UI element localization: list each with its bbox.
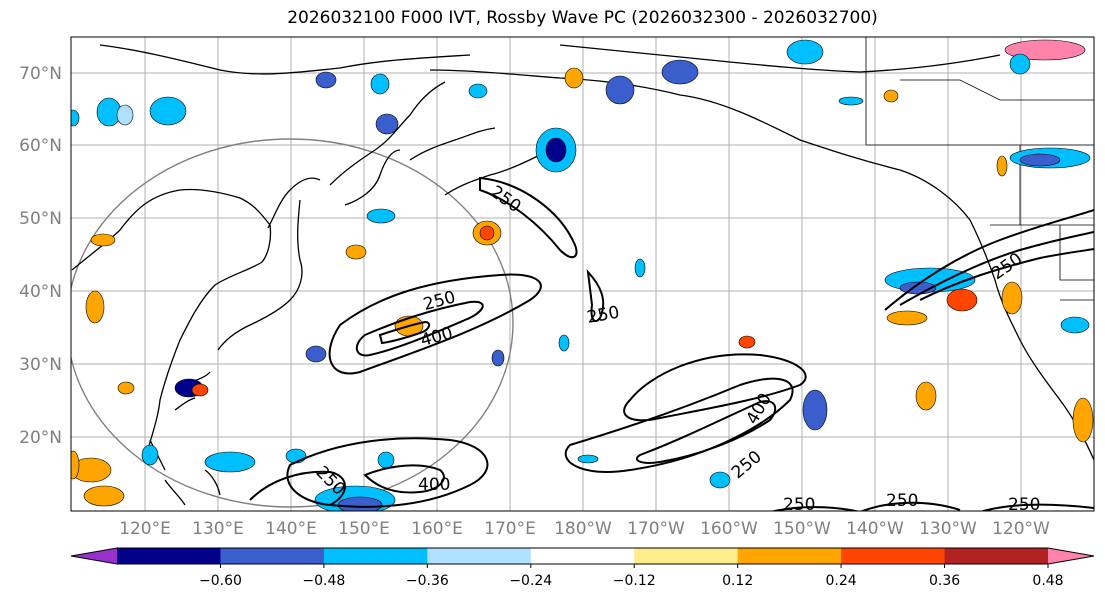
lat-label: 60°N (19, 136, 62, 156)
colorbar-cells (117, 548, 1049, 564)
longitude-labels: 120°E 130°E 140°E 150°E 160°E 170°E 180°… (119, 519, 1050, 539)
lon-label: 140°E (265, 519, 317, 539)
lon-label: 140°W (846, 519, 904, 539)
colorbar-tick-label: −0.48 (302, 573, 345, 589)
lon-label: 130°E (192, 519, 244, 539)
lat-label: 20°N (19, 428, 62, 448)
lon-label: 120°E (119, 519, 171, 539)
colorbar-cell (530, 548, 635, 564)
lat-label: 70°N (19, 64, 62, 84)
lon-label: 180°W (554, 519, 612, 539)
contour-label: 250 (1008, 495, 1040, 515)
colorbar-tick-label: 0.36 (929, 573, 960, 589)
lon-label: 150°W (773, 519, 831, 539)
map-frame (70, 36, 1095, 512)
contour-label: 250 (783, 495, 815, 515)
colorbar-outline (70, 547, 1095, 565)
lon-label: 170°E (484, 519, 536, 539)
lon-label: 120°W (992, 519, 1050, 539)
colorbar-ticks: −0.60 −0.48 −0.36 −0.24 −0.12 0.12 0.24 0.36 0.4… (199, 564, 1064, 589)
colorbar-tick-label: −0.60 (199, 573, 242, 589)
contour-label: 250 (886, 491, 918, 511)
contour-label: 400 (418, 475, 450, 495)
borders (865, 37, 1094, 301)
colorbar-cell (841, 548, 946, 564)
shaded-anomalies (71, 39, 1094, 511)
lat-label: 50°N (19, 209, 62, 229)
lon-label: 170°W (627, 519, 685, 539)
colorbar-cell (220, 548, 325, 564)
reference-circle (71, 138, 514, 508)
coastlines (71, 44, 1094, 506)
gridlines (71, 37, 1094, 511)
colorbar-tick-label: 0.24 (826, 573, 857, 589)
lon-label: 160°E (411, 519, 463, 539)
colorbar-extend-high (1048, 548, 1094, 564)
lat-label: 30°N (19, 355, 62, 375)
lon-label: 150°E (338, 519, 390, 539)
colorbar-cell (737, 548, 842, 564)
map-title: 2026032100 F000 IVT, Rossby Wave PC (202… (287, 8, 878, 28)
latitude-labels: 70°N 60°N 50°N 40°N 30°N 20°N (19, 64, 62, 448)
lon-label: 160°W (700, 519, 758, 539)
lat-label: 40°N (19, 282, 62, 302)
colorbar-cell (323, 548, 428, 564)
lon-label: 130°W (919, 519, 977, 539)
colorbar-tick-label: 0.12 (722, 573, 753, 589)
colorbar-cell (944, 548, 1049, 564)
ivt-contours (249, 176, 1094, 511)
colorbar-tick-label: −0.12 (613, 573, 656, 589)
colorbar-tick-label: −0.24 (509, 573, 552, 589)
colorbar-extend-low (71, 548, 117, 564)
colorbar-tick-label: 0.48 (1032, 573, 1063, 589)
colorbar-cell (427, 548, 532, 564)
colorbar-cell (634, 548, 739, 564)
colorbar: −0.60 −0.48 −0.36 −0.24 −0.12 0.12 0.24 0.36 0.4… (70, 547, 1095, 589)
colorbar-tick-label: −0.36 (406, 573, 449, 589)
colorbar-cell (117, 548, 221, 564)
